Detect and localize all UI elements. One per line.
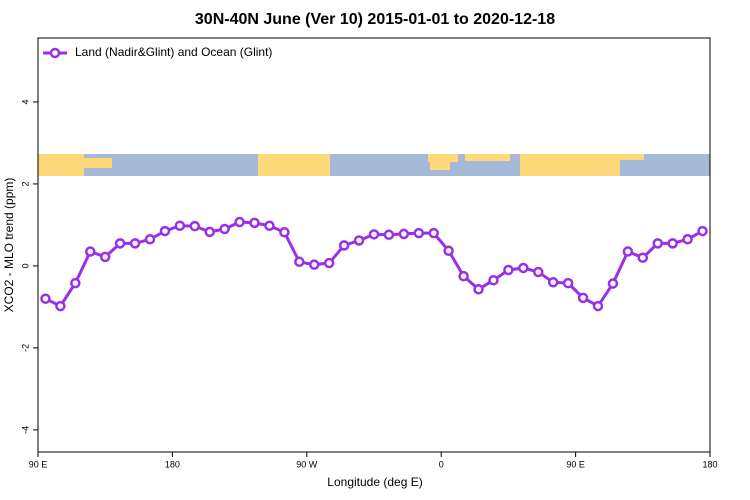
y-tick-label: -2 (20, 344, 30, 352)
point (428, 227, 439, 239)
point (234, 216, 245, 228)
point (533, 266, 544, 278)
point (40, 293, 51, 304)
point (144, 234, 156, 245)
map-strip (38, 154, 710, 176)
legend-label: Land (Nadir&Glint) and Ocean (Glint) (75, 45, 272, 59)
point (174, 220, 186, 231)
x-tick-label: 90 E (566, 459, 585, 469)
point (443, 245, 454, 256)
chart-title: 30N-40N June (Ver 10) 2015-01-01 to 2020… (195, 11, 555, 28)
point (458, 270, 469, 282)
point (592, 300, 604, 312)
point (204, 226, 215, 238)
point (473, 284, 484, 295)
point (622, 246, 634, 257)
y-tick-label: 4 (20, 99, 30, 104)
point (189, 220, 201, 232)
point (309, 259, 320, 270)
point (368, 229, 380, 240)
point (682, 234, 693, 245)
point (607, 278, 619, 289)
x-tick-label: 180 (702, 459, 717, 469)
legend-marker (49, 47, 61, 59)
y-tick-label: -4 (20, 426, 30, 434)
x-tick-label: 90 E (29, 459, 48, 469)
point (547, 277, 559, 288)
point (323, 257, 335, 269)
point (99, 251, 111, 263)
point (264, 220, 275, 231)
point (219, 223, 230, 235)
point (562, 277, 574, 289)
point (338, 240, 350, 251)
point (249, 217, 260, 229)
x-tick-label: 0 (439, 459, 444, 469)
point (114, 238, 126, 249)
point (413, 227, 425, 239)
plot-frame (37, 37, 711, 453)
point (55, 300, 66, 312)
point (159, 225, 171, 237)
y-tick-label: 0 (20, 263, 30, 268)
point (353, 235, 365, 246)
point (129, 238, 141, 249)
point (577, 292, 589, 304)
point (503, 264, 514, 276)
x-tick-label: 90 W (296, 459, 318, 469)
y-axis-label: XCO2 - MLO trend (ppm) (2, 178, 16, 313)
point (488, 275, 499, 286)
point (279, 227, 290, 238)
point (637, 252, 649, 263)
point (697, 225, 708, 237)
x-axis-label: Longitude (deg E) (327, 475, 422, 489)
point (652, 238, 663, 249)
point (85, 246, 96, 257)
point (383, 229, 395, 241)
x-tick-label: 180 (165, 459, 180, 469)
point (667, 238, 678, 249)
point (294, 256, 305, 268)
y-tick-label: 2 (20, 181, 30, 186)
point (398, 228, 410, 240)
point (70, 277, 81, 289)
point (518, 262, 529, 274)
